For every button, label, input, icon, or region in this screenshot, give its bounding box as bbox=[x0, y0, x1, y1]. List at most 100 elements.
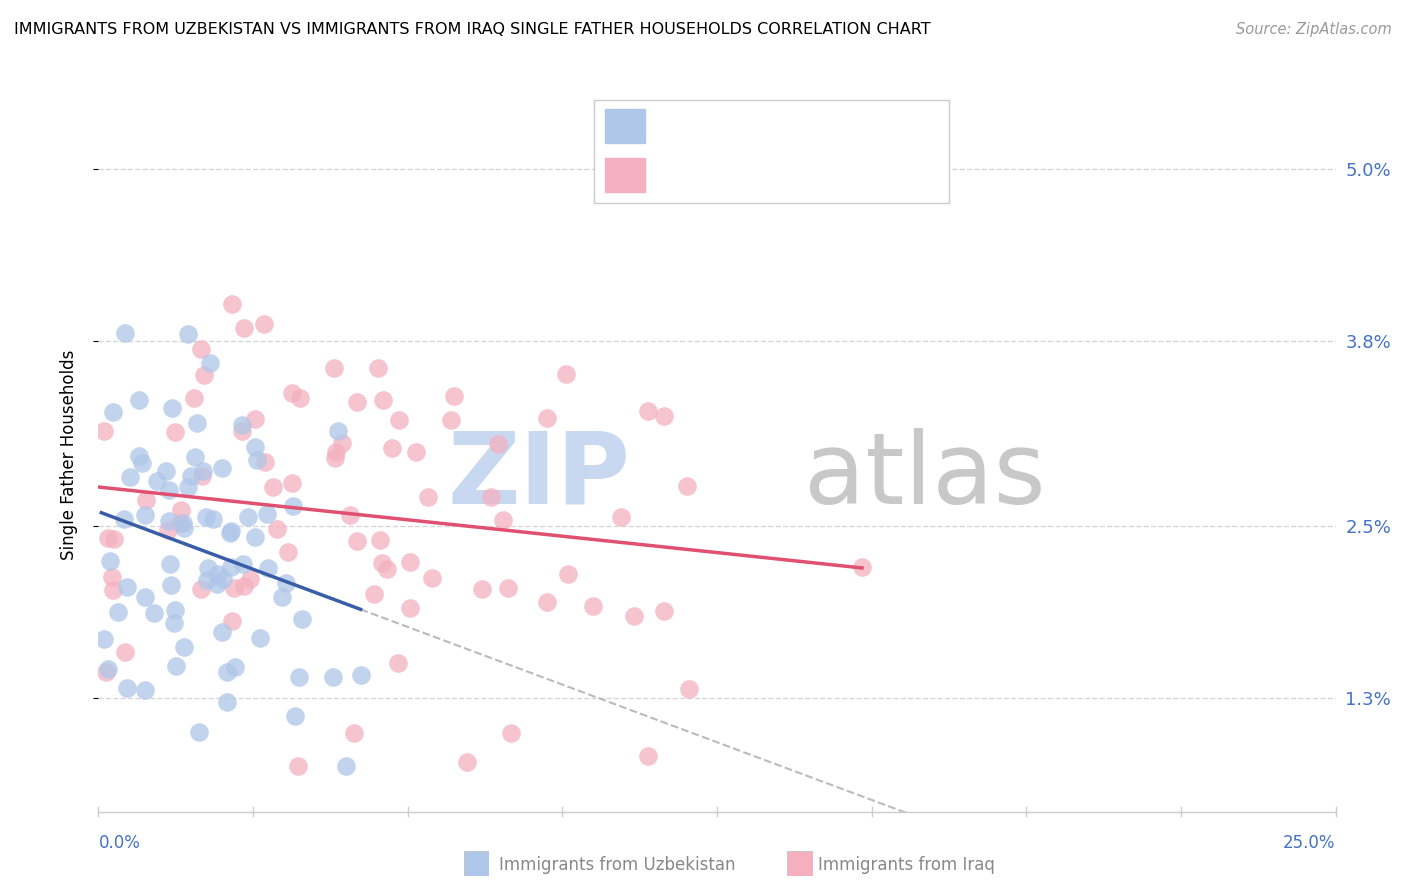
Point bbox=[177, 326, 200, 341]
Point bbox=[190, 342, 212, 356]
Point bbox=[217, 695, 239, 709]
Point bbox=[637, 404, 659, 418]
Point bbox=[398, 601, 420, 615]
Point bbox=[266, 522, 288, 536]
Text: Source: ZipAtlas.com: Source: ZipAtlas.com bbox=[1236, 22, 1392, 37]
Point bbox=[202, 512, 225, 526]
Point bbox=[211, 624, 233, 639]
Point bbox=[555, 367, 578, 381]
Point bbox=[253, 317, 276, 331]
Point bbox=[183, 391, 205, 405]
Point bbox=[339, 508, 361, 522]
Point bbox=[349, 668, 371, 682]
Point bbox=[170, 503, 193, 517]
Point bbox=[367, 360, 389, 375]
FancyBboxPatch shape bbox=[595, 100, 949, 203]
Point bbox=[103, 532, 125, 546]
Point bbox=[288, 670, 311, 684]
Point bbox=[157, 514, 180, 528]
Point bbox=[143, 606, 166, 620]
Point bbox=[195, 573, 218, 587]
Point bbox=[256, 507, 278, 521]
Point bbox=[371, 556, 394, 570]
Point bbox=[231, 417, 253, 432]
Point bbox=[246, 453, 269, 467]
Point bbox=[609, 509, 631, 524]
Point bbox=[193, 464, 215, 478]
Point bbox=[134, 508, 156, 522]
Point bbox=[165, 603, 187, 617]
Point bbox=[249, 631, 271, 645]
Point bbox=[107, 605, 129, 619]
Point bbox=[281, 386, 304, 401]
Point bbox=[277, 544, 299, 558]
Point bbox=[325, 445, 347, 459]
Point bbox=[283, 500, 305, 514]
Point bbox=[120, 470, 142, 484]
Point bbox=[371, 392, 394, 407]
Point bbox=[284, 709, 307, 723]
Point bbox=[231, 425, 253, 439]
Point bbox=[224, 660, 246, 674]
Point bbox=[496, 582, 519, 596]
Point bbox=[197, 561, 219, 575]
Point bbox=[114, 326, 136, 340]
Point bbox=[287, 759, 309, 773]
Point bbox=[238, 509, 260, 524]
Point bbox=[253, 455, 276, 469]
Point bbox=[163, 425, 186, 439]
Point bbox=[851, 559, 873, 574]
Point bbox=[470, 582, 492, 596]
Point bbox=[243, 440, 266, 454]
Point bbox=[155, 464, 177, 478]
Point bbox=[97, 532, 120, 546]
Point bbox=[405, 444, 427, 458]
FancyBboxPatch shape bbox=[605, 109, 645, 143]
Point bbox=[173, 640, 195, 655]
Point bbox=[257, 560, 280, 574]
Point bbox=[180, 468, 202, 483]
Point bbox=[233, 579, 256, 593]
Point bbox=[375, 562, 398, 576]
Point bbox=[232, 321, 254, 335]
Point bbox=[322, 670, 344, 684]
Text: -0.260: -0.260 bbox=[714, 166, 779, 184]
Point bbox=[262, 480, 284, 494]
Point bbox=[193, 368, 215, 383]
Point bbox=[387, 656, 409, 670]
FancyBboxPatch shape bbox=[464, 851, 489, 876]
Text: -0.313: -0.313 bbox=[714, 117, 779, 135]
Point bbox=[169, 516, 191, 531]
Point bbox=[219, 560, 242, 574]
Point bbox=[198, 356, 221, 370]
Point bbox=[343, 726, 366, 740]
Point bbox=[678, 681, 700, 696]
Point bbox=[114, 645, 136, 659]
Point bbox=[557, 567, 579, 582]
Point bbox=[363, 586, 385, 600]
Point bbox=[211, 460, 233, 475]
Point bbox=[134, 683, 156, 698]
Point bbox=[94, 665, 117, 679]
Text: IMMIGRANTS FROM UZBEKISTAN VS IMMIGRANTS FROM IRAQ SINGLE FATHER HOUSEHOLDS CORR: IMMIGRANTS FROM UZBEKISTAN VS IMMIGRANTS… bbox=[14, 22, 931, 37]
Point bbox=[218, 525, 240, 540]
Point bbox=[187, 725, 209, 739]
Point bbox=[224, 581, 246, 595]
Point bbox=[101, 570, 124, 584]
FancyBboxPatch shape bbox=[605, 158, 645, 193]
Point bbox=[243, 530, 266, 544]
Point bbox=[186, 416, 208, 430]
Point bbox=[93, 424, 115, 438]
Point bbox=[346, 394, 368, 409]
Text: N =: N = bbox=[821, 117, 860, 135]
Point bbox=[160, 401, 183, 416]
Point bbox=[177, 480, 200, 494]
Point bbox=[219, 524, 242, 538]
Point bbox=[101, 582, 124, 597]
Point bbox=[191, 468, 214, 483]
Point bbox=[128, 449, 150, 463]
Point bbox=[274, 575, 297, 590]
Point bbox=[399, 555, 422, 569]
Point bbox=[335, 758, 357, 772]
Point bbox=[536, 411, 558, 425]
